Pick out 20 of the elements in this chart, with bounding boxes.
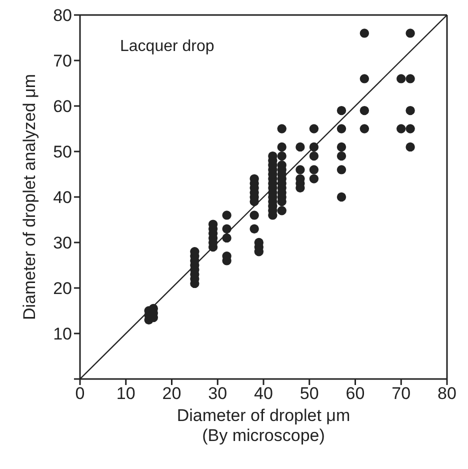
- y-axis-title: Diameter of droplet analyzed μm: [20, 74, 40, 320]
- y-tick-label: 10: [53, 324, 72, 344]
- x-tick-label: 20: [162, 384, 182, 404]
- y-tick-label: 20: [53, 279, 72, 298]
- x-tick-label: 0: [75, 384, 85, 404]
- annotation: Lacquer drop: [120, 38, 214, 56]
- y-tick-label: 30: [53, 234, 72, 253]
- x-tick-label: 50: [300, 384, 319, 404]
- x-tick-label: 70: [392, 384, 411, 404]
- y-tick-label: 70: [53, 52, 72, 71]
- y-tick-label: 50: [53, 142, 72, 162]
- y-tick-label: 80: [53, 6, 72, 26]
- x-tick-label: 30: [208, 384, 228, 404]
- y-tick-label: 60: [53, 97, 72, 116]
- x-tick-label: 60: [346, 384, 365, 404]
- x-tick-label: 40: [254, 384, 273, 404]
- x-tick-label: 80: [438, 384, 456, 404]
- x-tick-label: 10: [116, 384, 136, 404]
- x-axis-title: Diameter of droplet μm (By microscope): [176, 406, 350, 445]
- y-tick-label: 40: [53, 188, 72, 208]
